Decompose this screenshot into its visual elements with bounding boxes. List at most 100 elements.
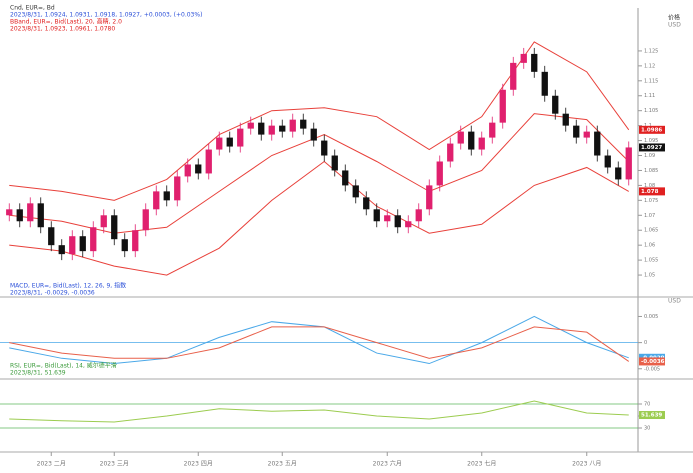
x-tick-label: 2023 八月 xyxy=(572,461,601,468)
y-tick-label: 1.075 xyxy=(644,198,658,204)
indicator-line xyxy=(9,400,629,423)
y-tick-label: 70 xyxy=(644,402,650,408)
axis-unit: USD xyxy=(668,22,681,29)
candle-body xyxy=(27,203,34,222)
indicator-line xyxy=(9,326,630,362)
candle-body xyxy=(384,215,391,222)
candle-body xyxy=(510,62,517,90)
candle-body xyxy=(174,176,181,201)
candle-body xyxy=(205,149,212,174)
y-tick-label: 1.07 xyxy=(644,213,655,219)
legend-text: 2023/8/31, -0.0029, -0.0036 xyxy=(10,290,95,297)
candle-body xyxy=(552,95,559,114)
candle-body xyxy=(279,125,286,132)
axis-unit: USD xyxy=(668,298,681,305)
candle-body xyxy=(16,209,23,222)
y-tick-label: 0 xyxy=(644,340,647,346)
x-tick-label: 2023 四月 xyxy=(184,461,213,468)
axis-label: 价格 xyxy=(668,14,680,22)
candle-body xyxy=(489,122,496,138)
candle-body xyxy=(447,143,454,162)
candle-body xyxy=(531,53,538,72)
candle-body xyxy=(541,71,548,96)
y-tick-label: 0.005 xyxy=(644,314,658,320)
candle-body xyxy=(289,119,296,132)
candle-body xyxy=(615,167,622,180)
legend-text: 2023/8/31, 1.0924, 1.0931, 1.0918, 1.092… xyxy=(10,12,202,19)
y-tick-label: 1.05 xyxy=(644,273,655,279)
legend-text: RSI, EUR=, Bid(Last), 14, 威尔德平滑 xyxy=(10,362,117,370)
candle-body xyxy=(226,137,233,147)
candle-body xyxy=(79,236,86,252)
bollinger-band xyxy=(9,41,630,201)
candle-body xyxy=(562,113,569,126)
candle-body xyxy=(457,131,464,144)
price-tag xyxy=(639,411,665,420)
candle-body xyxy=(478,137,485,150)
candle-body xyxy=(237,128,244,147)
candle-body xyxy=(37,203,44,228)
y-tick-label: 1.125 xyxy=(644,48,658,54)
candle-body xyxy=(468,131,475,150)
candle-body xyxy=(100,215,107,228)
candle-body xyxy=(300,119,307,129)
legend-text: 2023/8/31, 1.0923, 1.0961, 1.0780 xyxy=(10,26,115,33)
candle-body xyxy=(625,147,632,180)
candle-body xyxy=(352,185,359,198)
legend-text: MACD, EUR=, Bid(Last), 12, 26, 9, 指数 xyxy=(10,282,126,290)
candle-body xyxy=(268,125,275,135)
price-tag xyxy=(639,187,665,196)
price-tag-label: 1.0927 xyxy=(641,145,662,151)
y-tick-label: 1.12 xyxy=(644,63,655,69)
candle-body xyxy=(436,161,443,186)
x-tick-label: 2023 五月 xyxy=(268,461,297,468)
price-tag xyxy=(639,357,665,366)
x-tick-label: 2023 六月 xyxy=(373,460,402,468)
y-tick-label: 1.065 xyxy=(644,228,658,234)
candle-body xyxy=(58,245,65,255)
price-tag-label: 1.0986 xyxy=(641,127,662,133)
candle-body xyxy=(111,215,118,240)
price-tag-label: 51.639 xyxy=(641,413,662,419)
candle-body xyxy=(394,215,401,228)
candle-body xyxy=(583,131,590,138)
candle-body xyxy=(415,209,422,222)
candle-body xyxy=(90,227,97,252)
price-tag xyxy=(639,143,665,152)
candle-body xyxy=(258,122,265,135)
candle-body xyxy=(594,131,601,156)
candle-body xyxy=(342,170,349,186)
legend-text: Cnd, EUR=, Bd xyxy=(10,5,55,12)
candle-body xyxy=(121,239,128,252)
candle-body xyxy=(153,191,160,210)
candle-body xyxy=(499,89,506,123)
x-tick-label: 2023 七月 xyxy=(467,460,496,468)
candle-body xyxy=(6,209,13,216)
candle-body xyxy=(363,197,370,210)
x-tick-label: 2023 三月 xyxy=(100,461,129,468)
candle-body xyxy=(48,227,55,246)
candle-body xyxy=(216,137,223,150)
candle-body xyxy=(142,209,149,231)
x-tick-label: 2023 二月 xyxy=(37,461,66,468)
y-tick-label: 1.095 xyxy=(644,138,658,144)
y-tick-label: -0.005 xyxy=(644,366,660,372)
candle-body xyxy=(520,53,527,63)
candle-body xyxy=(69,236,76,255)
price-tag xyxy=(639,125,665,134)
candle-body xyxy=(331,155,338,171)
candle-body xyxy=(163,191,170,201)
y-tick-label: 1.11 xyxy=(644,93,655,99)
legend-text: 2023/8/31, 51.639 xyxy=(10,370,66,377)
candle-body xyxy=(195,164,202,174)
price-tag-label: 1.078 xyxy=(641,189,659,195)
candle-body xyxy=(184,164,191,177)
candle-body xyxy=(321,140,328,156)
candle-body xyxy=(405,221,412,228)
y-tick-label: 1.08 xyxy=(644,183,655,189)
y-tick-label: 1.105 xyxy=(644,108,658,114)
candle-body xyxy=(426,185,433,210)
candle-body xyxy=(373,209,380,222)
y-tick-label: 30 xyxy=(644,426,650,432)
